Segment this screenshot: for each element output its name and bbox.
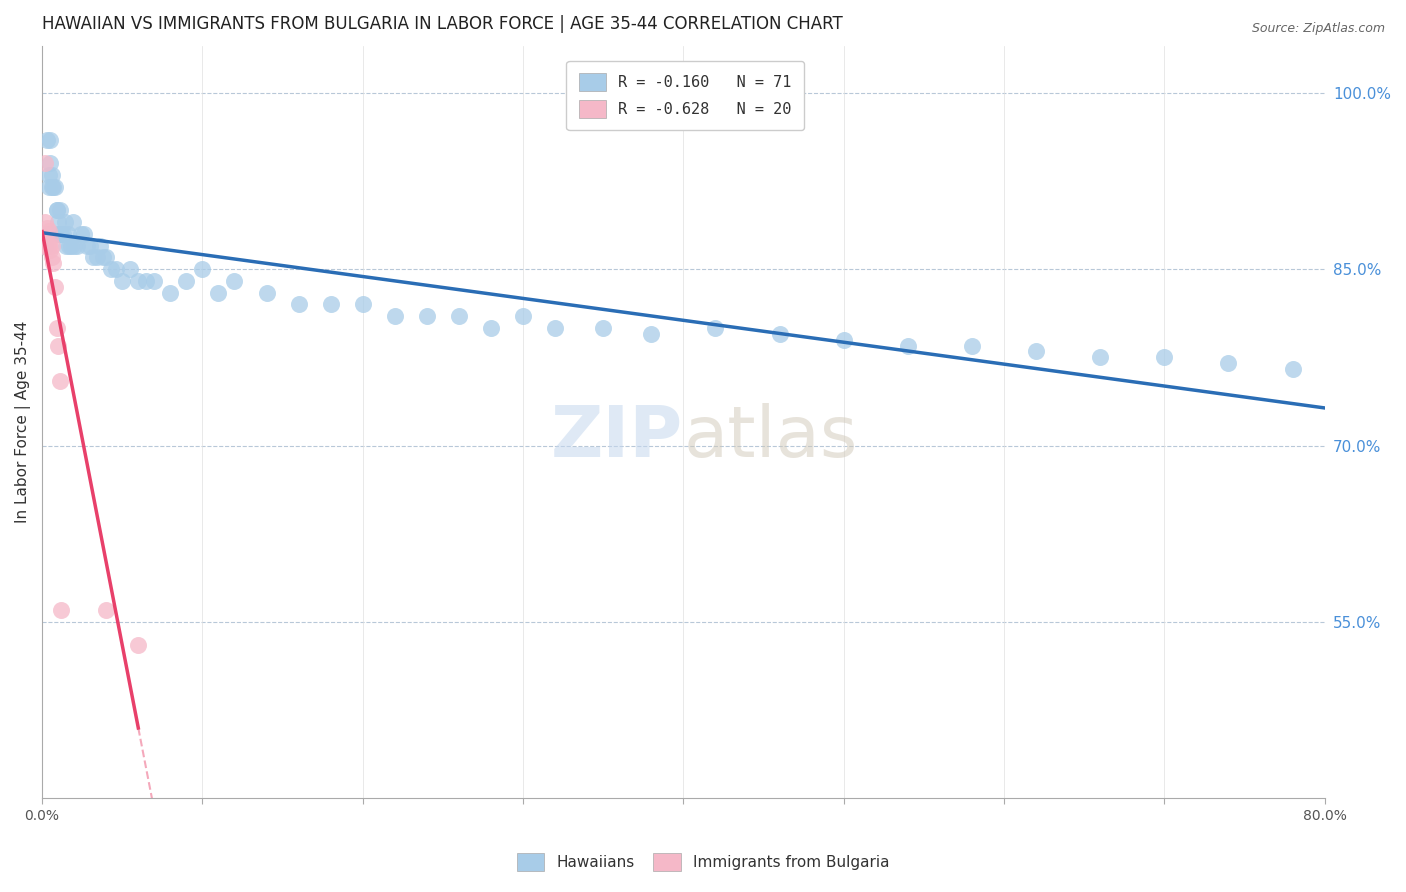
Point bbox=[1218, 356, 1240, 370]
Point bbox=[135, 274, 157, 288]
Point bbox=[62, 215, 84, 229]
Point bbox=[1153, 351, 1175, 365]
Point bbox=[38, 225, 60, 239]
Point bbox=[352, 297, 374, 311]
Point bbox=[768, 326, 790, 341]
Point bbox=[35, 221, 58, 235]
Point bbox=[32, 238, 55, 252]
Point bbox=[63, 238, 86, 252]
Point bbox=[544, 321, 567, 335]
Point bbox=[89, 238, 111, 252]
Point bbox=[1281, 362, 1303, 376]
Point bbox=[38, 179, 60, 194]
Point bbox=[39, 156, 62, 170]
Point bbox=[44, 179, 66, 194]
Point bbox=[35, 227, 58, 241]
Point bbox=[159, 285, 181, 300]
Point bbox=[96, 603, 118, 617]
Point bbox=[35, 133, 58, 147]
Point bbox=[69, 227, 91, 241]
Point bbox=[191, 262, 214, 277]
Point bbox=[45, 203, 67, 218]
Point bbox=[41, 179, 63, 194]
Point bbox=[1025, 344, 1047, 359]
Point bbox=[39, 133, 62, 147]
Point bbox=[44, 279, 66, 293]
Text: Source: ZipAtlas.com: Source: ZipAtlas.com bbox=[1251, 22, 1385, 36]
Point bbox=[34, 156, 56, 170]
Point bbox=[704, 321, 727, 335]
Point bbox=[41, 251, 63, 265]
Text: HAWAIIAN VS IMMIGRANTS FROM BULGARIA IN LABOR FORCE | AGE 35-44 CORRELATION CHAR: HAWAIIAN VS IMMIGRANTS FROM BULGARIA IN … bbox=[42, 15, 842, 33]
Point bbox=[48, 203, 70, 218]
Point bbox=[416, 309, 439, 323]
Point bbox=[832, 333, 855, 347]
Point bbox=[48, 227, 70, 241]
Point bbox=[127, 274, 149, 288]
Point bbox=[104, 262, 127, 277]
Point bbox=[176, 274, 198, 288]
Point bbox=[58, 238, 80, 252]
Point bbox=[51, 603, 73, 617]
Point bbox=[224, 274, 246, 288]
Point bbox=[82, 251, 104, 265]
Point bbox=[41, 238, 63, 252]
Text: ZIP: ZIP bbox=[551, 402, 683, 472]
Point bbox=[42, 256, 65, 270]
Point bbox=[41, 168, 63, 182]
Point bbox=[79, 238, 101, 252]
Y-axis label: In Labor Force | Age 35-44: In Labor Force | Age 35-44 bbox=[15, 321, 31, 524]
Point bbox=[143, 274, 166, 288]
Point bbox=[319, 297, 342, 311]
Legend: Hawaiians, Immigrants from Bulgaria: Hawaiians, Immigrants from Bulgaria bbox=[510, 847, 896, 877]
Point bbox=[34, 215, 56, 229]
Point bbox=[51, 227, 73, 241]
Point bbox=[73, 227, 96, 241]
Point bbox=[38, 238, 60, 252]
Point bbox=[42, 179, 65, 194]
Point bbox=[120, 262, 142, 277]
Point bbox=[86, 251, 108, 265]
Point bbox=[1090, 351, 1112, 365]
Point bbox=[100, 262, 122, 277]
Point bbox=[35, 238, 58, 252]
Point bbox=[34, 238, 56, 252]
Point bbox=[256, 285, 278, 300]
Point bbox=[66, 238, 89, 252]
Point bbox=[45, 321, 67, 335]
Point bbox=[48, 374, 70, 388]
Point bbox=[46, 215, 69, 229]
Point bbox=[447, 309, 470, 323]
Point bbox=[59, 238, 82, 252]
Point bbox=[479, 321, 502, 335]
Point bbox=[384, 309, 406, 323]
Text: atlas: atlas bbox=[683, 402, 858, 472]
Point bbox=[38, 168, 60, 182]
Point bbox=[45, 203, 67, 218]
Point bbox=[32, 227, 55, 241]
Point bbox=[592, 321, 614, 335]
Point bbox=[46, 338, 69, 352]
Point bbox=[34, 238, 56, 252]
Point bbox=[39, 233, 62, 247]
Point bbox=[207, 285, 229, 300]
Point bbox=[287, 297, 309, 311]
Point bbox=[56, 227, 79, 241]
Point bbox=[640, 326, 662, 341]
Point bbox=[55, 238, 77, 252]
Point bbox=[46, 227, 69, 241]
Point bbox=[512, 309, 534, 323]
Point bbox=[960, 338, 983, 352]
Point bbox=[91, 251, 114, 265]
Point bbox=[39, 244, 62, 258]
Point bbox=[76, 238, 98, 252]
Point bbox=[96, 251, 118, 265]
Point bbox=[897, 338, 920, 352]
Legend: R = -0.160   N = 71, R = -0.628   N = 20: R = -0.160 N = 71, R = -0.628 N = 20 bbox=[567, 61, 804, 129]
Point bbox=[53, 215, 76, 229]
Point bbox=[52, 227, 75, 241]
Point bbox=[127, 639, 149, 653]
Point bbox=[111, 274, 134, 288]
